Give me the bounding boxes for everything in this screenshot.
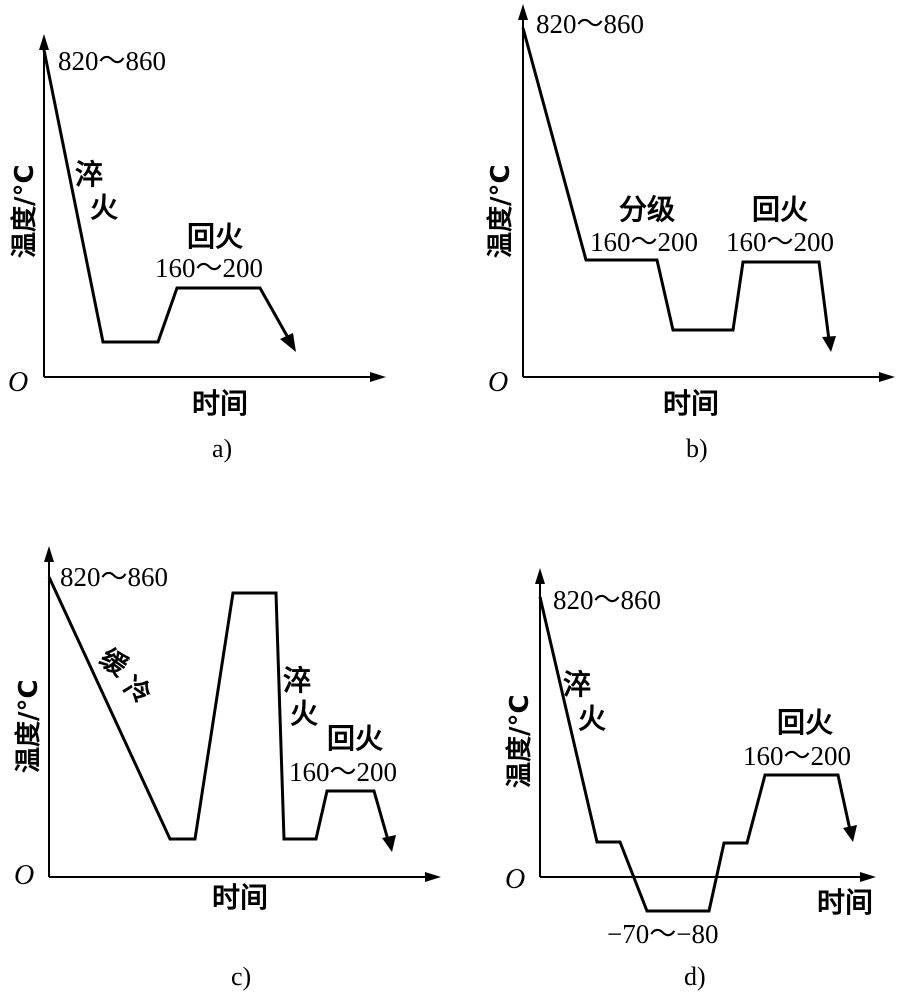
panel-a-start-temp: 820～860 bbox=[58, 46, 166, 76]
panel-a: O 820～860 淬 火 回火 160～200 时间 温度/°C a) bbox=[8, 34, 386, 463]
panel-b-temper-label: 回火 bbox=[752, 193, 808, 226]
panel-d-process-curve bbox=[538, 596, 852, 913]
panel-d-start-temp: 820～860 bbox=[553, 585, 661, 615]
panel-c-slow-cool-char2: 冷 bbox=[118, 670, 157, 710]
panel-b-curve-arrow bbox=[822, 336, 836, 352]
panel-b-y-label: 温度/°C bbox=[485, 164, 516, 258]
panel-a-origin: O bbox=[8, 367, 28, 398]
panel-a-quench-char1: 淬 bbox=[75, 158, 103, 191]
panel-c-y-axis-arrow bbox=[44, 546, 54, 562]
panel-c-temper-range: 160～200 bbox=[289, 757, 397, 787]
panel-c-temper-label: 回火 bbox=[327, 722, 383, 755]
panel-c-x-label: 时间 bbox=[212, 881, 268, 914]
panel-d-y-label: 温度/°C bbox=[504, 694, 535, 788]
panel-d-origin: O bbox=[505, 864, 525, 895]
panel-b-x-label: 时间 bbox=[663, 387, 719, 420]
panel-a-caption: a) bbox=[212, 434, 232, 463]
panel-d-y-axis-arrow bbox=[535, 568, 545, 584]
panel-c-start-temp: 820～860 bbox=[60, 562, 168, 592]
panel-a-x-label: 时间 bbox=[192, 387, 248, 420]
panel-b-y-axis-arrow bbox=[518, 4, 528, 20]
panel-d-temper-range: 160～200 bbox=[743, 741, 851, 771]
panel-a-y-label: 温度/°C bbox=[9, 164, 40, 258]
panel-d-caption: d) bbox=[684, 962, 706, 991]
panel-d-quench-char2: 火 bbox=[578, 702, 606, 735]
panel-b: O 820～860 分级 160～200 回火 160～200 时间 温度/°C… bbox=[485, 4, 895, 463]
panel-d-x-label: 时间 bbox=[817, 886, 873, 919]
panel-c-x-axis-arrow bbox=[425, 872, 441, 882]
panel-a-temper-label: 回火 bbox=[187, 220, 243, 253]
panel-d-temper-label: 回火 bbox=[777, 706, 833, 739]
panel-d-quench-char1: 淬 bbox=[563, 668, 591, 701]
panel-d-x-axis-arrow bbox=[860, 872, 876, 882]
panel-b-temper-range: 160～200 bbox=[726, 227, 834, 257]
panel-a-y-axis-arrow bbox=[39, 34, 49, 50]
panel-d-subzero-range: −70～−80 bbox=[607, 919, 718, 949]
panel-a-curve-arrow bbox=[280, 333, 296, 352]
panel-b-origin: O bbox=[488, 367, 508, 398]
panel-a-quench-char2: 火 bbox=[90, 191, 118, 224]
panel-a-process-curve bbox=[42, 49, 293, 344]
panel-c: O 820～860 缓 冷 淬 火 回火 160～200 时间 温度/°C c) bbox=[13, 546, 441, 991]
panel-d: O 820～860 淬 火 回火 160～200 −70～−80 时间 温度/°… bbox=[504, 568, 876, 991]
panel-b-step-range: 160～200 bbox=[590, 227, 698, 257]
panel-c-curve-arrow bbox=[382, 835, 396, 852]
panel-a-x-axis-arrow bbox=[370, 372, 386, 382]
panel-b-process-curve bbox=[521, 27, 831, 341]
panel-b-caption: b) bbox=[686, 434, 708, 463]
panel-a-temper-range: 160～200 bbox=[155, 253, 263, 283]
panel-c-y-label: 温度/°C bbox=[13, 679, 44, 773]
panel-b-step-label: 分级 bbox=[619, 193, 675, 226]
panel-c-origin: O bbox=[14, 860, 34, 891]
panel-d-curve-arrow bbox=[843, 825, 857, 842]
panel-c-quench-char2: 火 bbox=[290, 697, 318, 730]
panel-c-slow-cool-char1: 缓 bbox=[94, 642, 134, 683]
panel-c-quench-char1: 淬 bbox=[283, 664, 311, 697]
panel-b-start-temp: 820～860 bbox=[536, 9, 644, 39]
panel-b-x-axis-arrow bbox=[879, 372, 895, 382]
panel-c-process-curve bbox=[47, 576, 390, 841]
panel-c-caption: c) bbox=[231, 962, 251, 991]
